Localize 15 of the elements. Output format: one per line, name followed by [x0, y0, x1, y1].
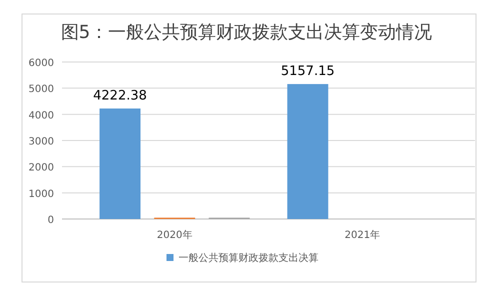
- bar: [100, 108, 141, 219]
- y-tick-label: 5000: [28, 84, 54, 96]
- y-tick-label: 0: [48, 215, 54, 226]
- legend-label: 一般公共预算财政拨款支出决算: [178, 252, 318, 264]
- y-tick-label: 3000: [28, 136, 54, 148]
- data-label: 5157.15: [280, 64, 335, 80]
- x-tick-label: 2020年: [156, 229, 192, 241]
- bar: [287, 84, 328, 219]
- x-tick-label: 2021年: [344, 229, 380, 241]
- chart-title: 图5：一般公共预算财政拨款支出决算变动情况: [60, 22, 432, 43]
- y-tick-label: 1000: [28, 188, 54, 200]
- y-tick-label: 6000: [28, 58, 54, 69]
- data-label: 4222.38: [93, 88, 147, 104]
- y-tick-label: 4000: [28, 110, 54, 122]
- y-tick-label: 2000: [28, 162, 54, 174]
